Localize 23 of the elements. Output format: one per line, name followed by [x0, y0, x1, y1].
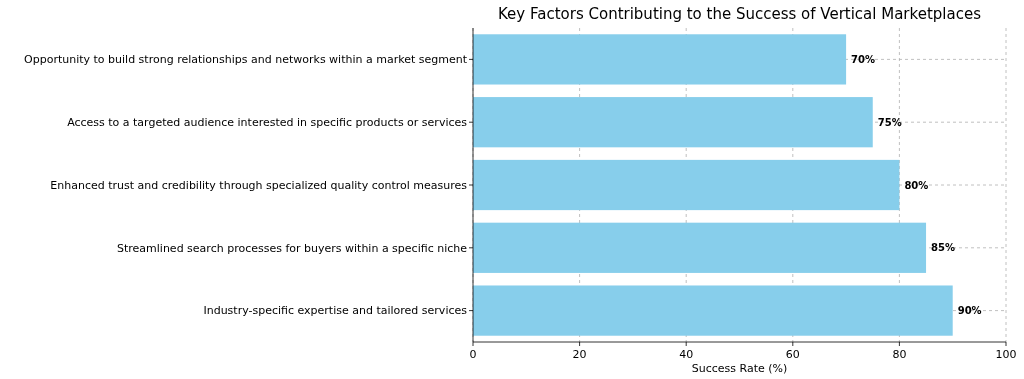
bar — [473, 285, 953, 336]
x-tick-label: 100 — [995, 348, 1017, 361]
bar — [473, 97, 873, 148]
data-label: 90% — [957, 305, 982, 317]
x-tick-label: 20 — [572, 348, 587, 361]
x-tick-label: 80 — [892, 348, 907, 361]
x-axis-title: Success Rate (%) — [691, 362, 788, 375]
x-tick-label: 40 — [679, 348, 694, 361]
chart-title: Key Factors Contributing to the Success of Vertical Marketplaces — [498, 5, 982, 23]
y-tick-label: Access to a targeted audience interested in specific products or services — [67, 116, 468, 130]
x-tick-label: 0 — [469, 348, 477, 361]
bar — [473, 159, 900, 211]
data-label: 75% — [877, 116, 902, 128]
data-label: 70% — [851, 53, 876, 65]
y-tick-label: Industry-specific expertise and tailored services — [203, 304, 468, 318]
y-tick-label: Opportunity to build strong relationships and networks within a market segment — [24, 53, 468, 67]
data-label: 85% — [931, 242, 955, 254]
x-tick-label: 60 — [785, 348, 800, 361]
data-label: 80% — [904, 179, 929, 191]
y-tick-label: Streamlined search processes for buyers within a specific niche — [116, 241, 468, 255]
y-tick-label: Enhanced trust and credibility through specialized quality control measures — [50, 178, 468, 192]
bar — [473, 34, 847, 85]
bar — [473, 222, 927, 273]
